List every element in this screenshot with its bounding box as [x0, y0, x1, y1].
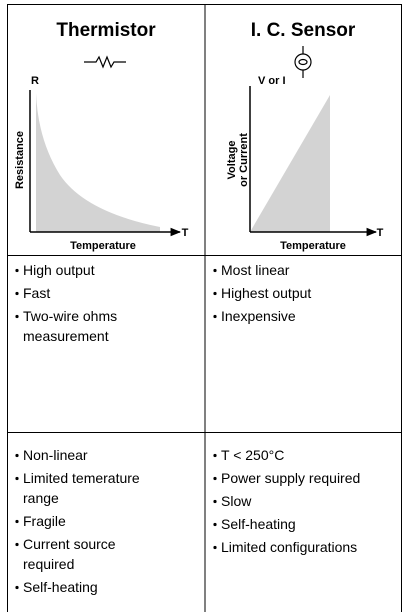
- resistor-symbol: [84, 55, 126, 69]
- bullet: [213, 499, 217, 504]
- bullet: [15, 453, 19, 458]
- linear-response: [250, 95, 330, 232]
- list-item: Fragile: [23, 513, 66, 529]
- list-item: Self-heating: [23, 579, 98, 595]
- list-item: range: [23, 490, 59, 506]
- bullet: [15, 291, 19, 296]
- y-axis-letter: R: [31, 75, 39, 87]
- ic-sensor-symbol: [294, 46, 312, 78]
- list-item: High output: [23, 262, 95, 278]
- table-grid: [7, 4, 402, 612]
- x-axis-label: Temperature: [70, 240, 136, 252]
- bullet: [213, 545, 217, 550]
- bullet: [213, 453, 217, 458]
- column-title: I. C. Sensor: [251, 20, 356, 41]
- bullet: [213, 291, 217, 296]
- column-title: Thermistor: [56, 20, 156, 41]
- axes: [29, 86, 378, 237]
- bullet: [15, 542, 19, 547]
- list-item: Limited temerature: [23, 470, 140, 486]
- resistance-curve: [36, 93, 160, 232]
- list-item: Most linear: [221, 262, 290, 278]
- list-item: Highest output: [221, 285, 311, 301]
- bullet: [15, 519, 19, 524]
- bullet: [15, 314, 19, 319]
- list-item: Slow: [221, 493, 252, 509]
- list-item: Non-linear: [23, 447, 88, 463]
- bullet: [15, 268, 19, 273]
- y-axis-label: or Current: [238, 133, 250, 187]
- list-item: Inexpensive: [221, 308, 296, 324]
- x-axis-letter: T: [377, 227, 384, 239]
- bullet: [15, 476, 19, 481]
- bullet: [213, 314, 217, 319]
- list-item: T < 250°C: [221, 447, 284, 463]
- list-item: required: [23, 556, 74, 572]
- bullet: [213, 268, 217, 273]
- y-axis-label: Resistance: [14, 131, 26, 189]
- list-item: Power supply required: [221, 470, 360, 486]
- list-item: Current source: [23, 536, 116, 552]
- list-item: Fast: [23, 285, 50, 301]
- list-item: measurement: [23, 328, 109, 344]
- bullet: [213, 476, 217, 481]
- list-item: Self-heating: [221, 516, 296, 532]
- bullet: [213, 522, 217, 527]
- y-axis-label: Voltage: [226, 141, 238, 180]
- list-item: Limited configurations: [221, 539, 357, 555]
- x-axis-label: Temperature: [280, 240, 346, 252]
- list-item: Two-wire ohms: [23, 308, 117, 324]
- y-axis-letter: V or I: [258, 75, 286, 87]
- x-axis-letter: T: [182, 227, 189, 239]
- bullet: [15, 585, 19, 590]
